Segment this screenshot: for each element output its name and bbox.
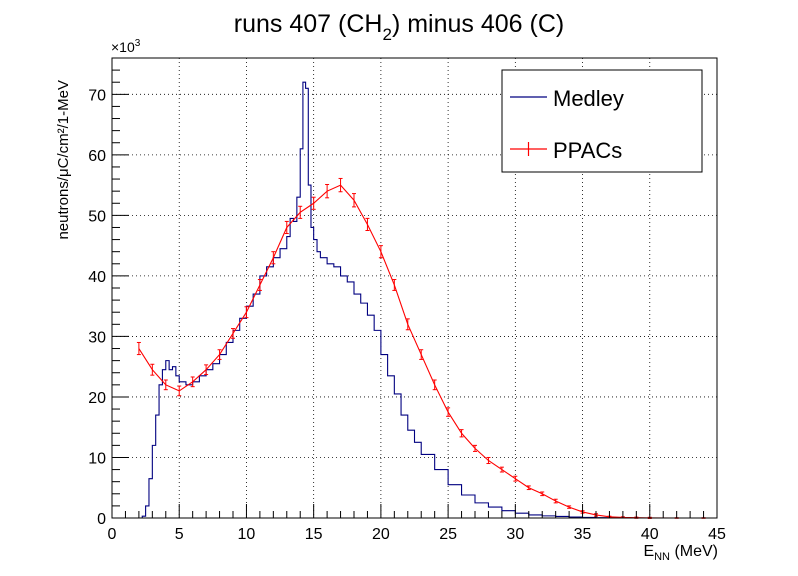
ppacs-error-bar (136, 341, 141, 356)
x-axis-label-rest: (MeV) (670, 543, 718, 560)
ppacs-error-bar (338, 177, 343, 193)
ppacs-error-bar (325, 184, 330, 199)
x-tick-label: 15 (305, 526, 323, 543)
x-tick-label: 0 (108, 526, 117, 543)
x-axis-label: ENN (MeV) (643, 543, 718, 563)
x-tick-label: 40 (641, 526, 659, 543)
y-tick-label: 60 (88, 148, 106, 165)
ppacs-error-bar (459, 429, 464, 438)
y-tick-label: 10 (88, 450, 106, 467)
x-axis-label-subscript: NN (654, 551, 670, 563)
ppacs-error-bar (432, 379, 437, 391)
ppacs-error-bar (567, 505, 572, 509)
legend-box (501, 69, 703, 173)
chart-title-subscript: 2 (382, 25, 391, 44)
ppacs-error-bar (284, 220, 289, 235)
series-medley-line (138, 81, 717, 519)
ppacs-error-bar (499, 466, 504, 473)
ppacs-error-bar (405, 318, 410, 331)
chart-title-main: runs 407 (CH (234, 10, 383, 38)
ppacs-error-bar (231, 328, 235, 339)
x-tick-label: 20 (372, 526, 390, 543)
ppacs-error-bar (365, 217, 370, 231)
x-tick-label: 35 (574, 526, 592, 543)
x-axis-label-main: E (643, 543, 654, 560)
ppacs-error-bar (257, 279, 262, 291)
x-tick-label: 45 (708, 526, 726, 543)
legend: Medley PPACs (501, 69, 703, 173)
y-multiplier-exp: 3 (135, 38, 141, 49)
y-multiplier-base: ×10 (111, 39, 135, 55)
ppacs-error-bar (204, 364, 209, 376)
ppacs-error-bar (378, 245, 383, 259)
ppacs-error-bar (352, 193, 356, 208)
y-tick-label: 20 (88, 390, 106, 407)
y-tick-label: 70 (88, 87, 106, 104)
ppacs-error-bar (553, 498, 558, 504)
x-tick-label: 25 (439, 526, 457, 543)
x-tick-label: 5 (175, 526, 184, 543)
axes: 0 5 10 15 20 25 30 35 40 45 0 10 20 30 40 50 60 70 (88, 57, 726, 543)
ppacs-error-bar (513, 475, 518, 482)
x-tick-label: 30 (506, 526, 524, 543)
x-tick-label: 10 (238, 526, 256, 543)
chart-title: runs 407 (CH2) minus 406 (C) (234, 10, 564, 44)
y-axis-label: neutrons/μC/cm²/1-MeV (55, 80, 72, 240)
y-tick-label: 40 (88, 269, 106, 286)
ppacs-error-bar (392, 279, 397, 291)
ppacs-error-bar (150, 363, 155, 376)
ppacs-error-bar (540, 491, 545, 497)
ppacs-error-bar (446, 407, 451, 417)
ppacs-error-bar (473, 444, 477, 452)
ppacs-error-bar (217, 349, 222, 360)
ppacs-error-bar (163, 379, 168, 391)
ppacs-error-bar (486, 456, 491, 465)
ppacs-error-bar (311, 196, 316, 210)
legend-label-medley: Medley (553, 86, 624, 111)
ppacs-error-bar (419, 349, 424, 360)
ppacs-error-bar (244, 306, 249, 319)
y-tick-label: 30 (88, 329, 106, 346)
ppacs-error-bar (526, 485, 531, 491)
legend-label-ppacs: PPACs (553, 138, 622, 163)
chart-title-rest: ) minus 406 (C) (392, 10, 564, 38)
ppacs-error-bar (271, 251, 276, 265)
ppacs-error-bar (177, 385, 182, 397)
ppacs-error-bar (298, 205, 303, 219)
y-tick-label: 50 (88, 208, 106, 225)
y-tick-label: 0 (97, 511, 106, 528)
y-multiplier: ×103 (111, 38, 141, 55)
ppacs-error-bar (190, 376, 195, 388)
